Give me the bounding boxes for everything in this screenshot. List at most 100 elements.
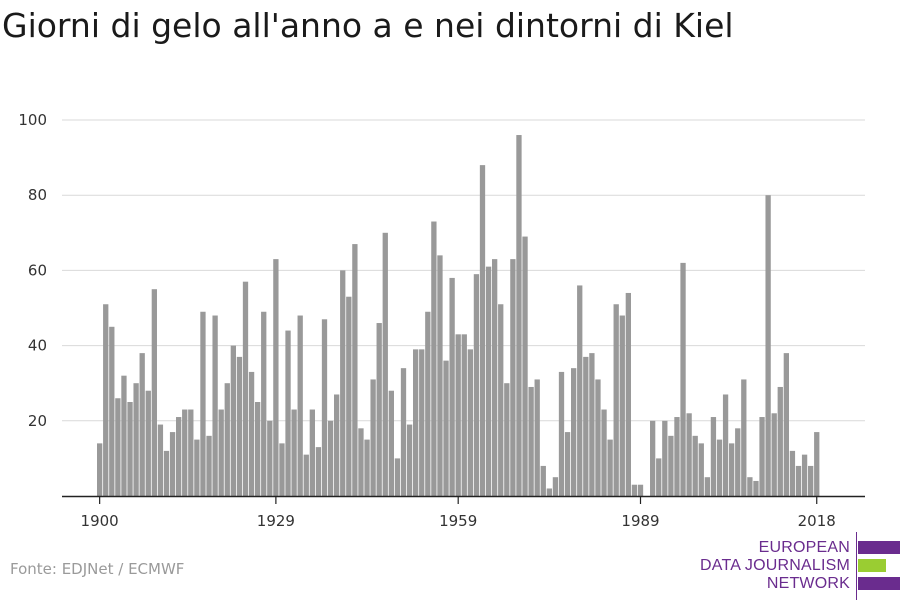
bar-2013: [783, 353, 790, 496]
bar-1973: [540, 465, 546, 496]
logo-bar-purple-top: [858, 541, 900, 554]
logo-bar-green: [858, 559, 886, 572]
bar-2003: [722, 394, 729, 496]
bar-1910: [157, 424, 164, 496]
bar-2015: [795, 465, 802, 496]
chart-title: Giorni di gelo all'anno a e nei dintorni…: [2, 6, 734, 45]
bar-2004: [729, 443, 735, 496]
bar-1966: [498, 304, 504, 496]
bar-1929: [273, 259, 279, 496]
bar-1997: [686, 413, 692, 496]
bar-1904: [121, 375, 127, 496]
bar-1938: [327, 420, 334, 496]
bar-1967: [504, 383, 510, 496]
bar-1977: [564, 432, 571, 496]
bar-1903: [115, 398, 121, 496]
bar-1984: [607, 439, 613, 496]
bar-1999: [698, 443, 704, 496]
bar-1916: [194, 439, 200, 496]
logo-divider: [856, 532, 857, 600]
bar-1948: [388, 390, 394, 496]
bar-1951: [406, 424, 413, 496]
bar-2017: [808, 465, 814, 496]
bar-1950: [400, 368, 407, 496]
bar-1968: [510, 259, 516, 496]
bar-2016: [801, 454, 808, 496]
bar-1939: [334, 394, 340, 496]
x-tick-label: 1989: [621, 512, 659, 530]
bar-1998: [692, 435, 698, 496]
logo-text-line2: DATA JOURNALISM: [700, 557, 850, 574]
bar-1907: [139, 353, 145, 496]
bar-1959: [455, 334, 461, 496]
bar-1941: [346, 296, 352, 496]
x-tick-label: 1959: [439, 512, 477, 530]
bar-1900: [97, 443, 103, 496]
bar-1956: [437, 255, 443, 496]
bar-1908: [145, 390, 151, 496]
bar-1935: [309, 409, 315, 496]
bar-1975: [552, 477, 559, 496]
bar-1969: [516, 135, 522, 497]
bar-1995: [674, 417, 680, 496]
bar-2007: [747, 477, 753, 496]
bar-1932: [291, 409, 297, 496]
bar-1919: [212, 315, 218, 496]
bar-1909: [151, 289, 157, 496]
bar-1960: [461, 334, 467, 496]
bar-2012: [777, 386, 783, 496]
bar-1942: [352, 244, 358, 496]
bar-1934: [303, 454, 309, 496]
bar-1922: [230, 345, 236, 496]
bar-2009: [759, 417, 765, 496]
bar-1937: [321, 319, 328, 496]
bar-1972: [534, 379, 540, 496]
bar-2005: [735, 428, 741, 496]
bar-1971: [528, 386, 534, 496]
bar-1923: [236, 356, 243, 496]
bar-1987: [625, 292, 631, 496]
bar-1993: [662, 420, 668, 496]
bar-2006: [741, 379, 747, 496]
bar-1988: [631, 484, 638, 496]
bar-1906: [133, 383, 139, 496]
bar-1921: [224, 383, 230, 496]
bar-1953: [419, 349, 425, 496]
bar-1920: [218, 409, 224, 496]
bar-1961: [467, 349, 473, 496]
bar-2001: [710, 417, 717, 496]
bar-1905: [127, 402, 133, 496]
bar-1930: [279, 443, 285, 496]
y-tick-label: 60: [28, 261, 47, 279]
x-axis-ticks: 1900 1929 1959 1989 2018: [81, 497, 836, 530]
y-tick-label: 40: [28, 337, 47, 355]
bar-1955: [431, 221, 437, 496]
bar-1985: [613, 304, 619, 496]
bar-1978: [571, 368, 577, 496]
edjnet-logo: EUROPEAN DATA JOURNALISM NETWORK: [700, 532, 900, 600]
bar-1996: [680, 262, 686, 496]
bar-1965: [492, 259, 498, 496]
bar-1963: [479, 165, 486, 496]
bar-1981: [589, 353, 595, 496]
bar-1986: [619, 315, 625, 496]
bar-2018: [814, 432, 820, 496]
bar-1979: [577, 285, 583, 496]
bar-1992: [656, 458, 662, 496]
bar-1933: [297, 315, 303, 496]
bars: [97, 135, 820, 497]
bar-2010: [765, 195, 771, 496]
bar-1915: [188, 409, 194, 496]
bar-1924: [242, 281, 249, 496]
bar-1902: [109, 326, 115, 496]
bar-1970: [522, 236, 528, 496]
bar-1936: [315, 447, 322, 496]
y-tick-label: 80: [28, 186, 47, 204]
bar-1991: [650, 420, 656, 496]
bar-1949: [394, 458, 401, 496]
bar-1983: [601, 409, 607, 496]
bar-1958: [449, 277, 455, 496]
bar-1946: [376, 323, 382, 496]
bar-1943: [358, 428, 364, 496]
bar-1989: [637, 484, 644, 496]
